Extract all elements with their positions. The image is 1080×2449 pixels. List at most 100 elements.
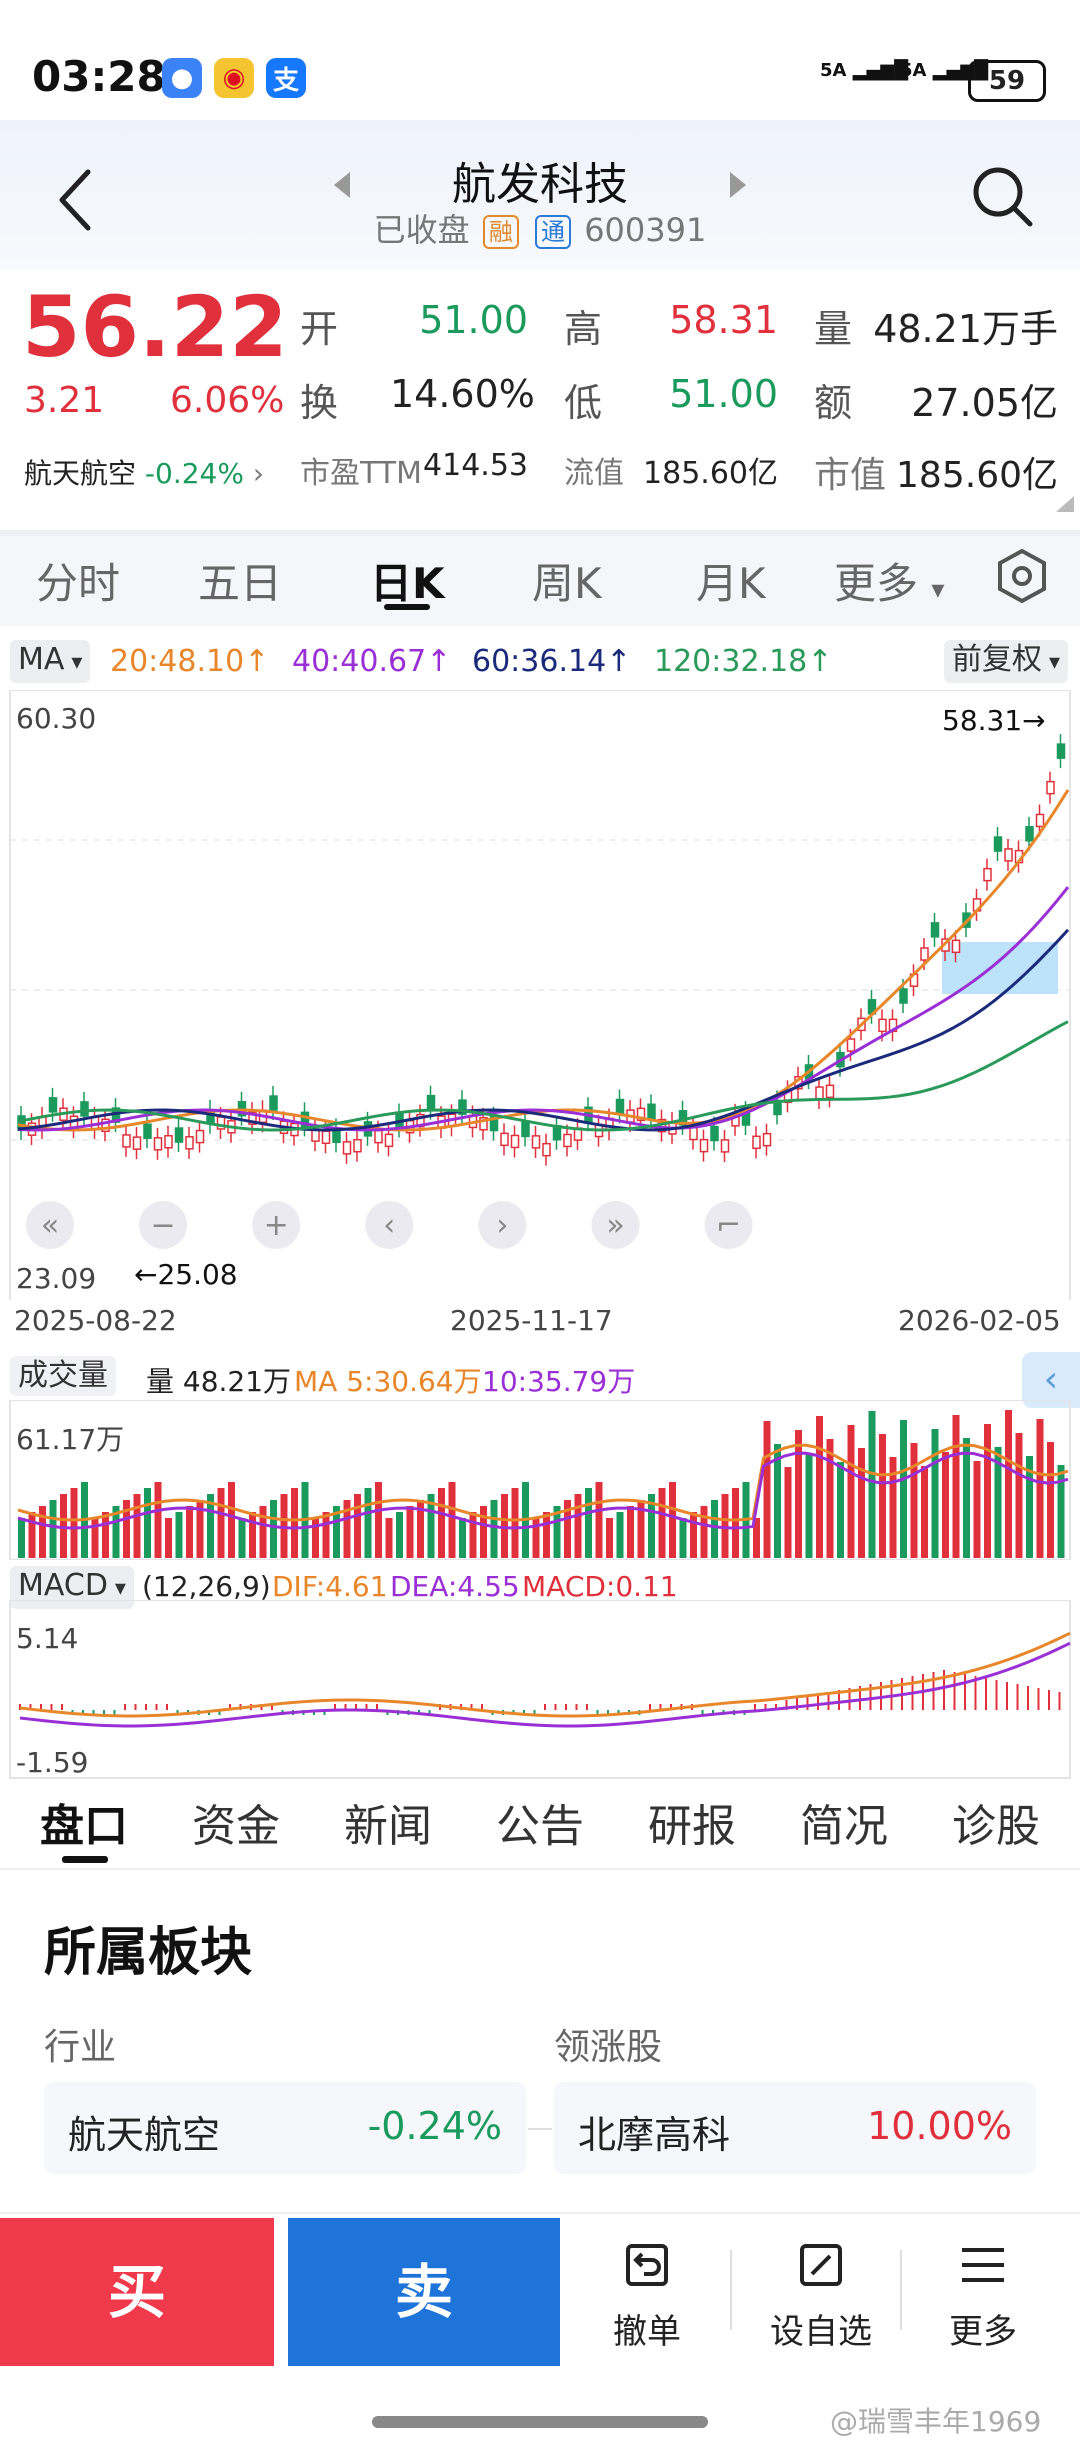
chart-frame xyxy=(9,690,1071,1300)
volume-max-label: 61.17万 xyxy=(16,1423,125,1456)
macd-frame xyxy=(9,1600,1071,1779)
home-indicator[interactable] xyxy=(372,2416,708,2428)
macd-params: (12,26,9) xyxy=(142,1570,271,1603)
kline-chart[interactable]: « − + ‹ › » ⌐ xyxy=(0,690,1080,1300)
search-icon[interactable] xyxy=(970,164,1036,230)
volume-bar xyxy=(543,1512,550,1558)
macd-selector[interactable]: MACD ▾ xyxy=(10,1566,134,1609)
candle xyxy=(1056,743,1066,759)
tab-handicap[interactable]: 盘口 xyxy=(40,1801,128,1852)
tab-monthly-k[interactable]: 月K xyxy=(696,559,766,608)
volume-bar xyxy=(322,1512,330,1558)
tab-diagnosis[interactable]: 诊股 xyxy=(952,1801,1040,1852)
volume-bar xyxy=(753,1518,760,1558)
volume-bar xyxy=(186,1506,193,1558)
volume-bar xyxy=(784,1467,792,1558)
ma120-line xyxy=(17,1020,1069,1132)
prev-stock-icon[interactable] xyxy=(332,170,352,200)
expand-corner-icon[interactable] xyxy=(1050,494,1076,514)
volume-bar xyxy=(49,1500,57,1558)
candle xyxy=(752,1135,761,1150)
tab-research[interactable]: 研报 xyxy=(648,1801,736,1852)
chart-nav-icon: ‹ xyxy=(383,1208,395,1243)
industry-label: 行业 xyxy=(44,2027,117,2068)
chart-nav-icon: « xyxy=(41,1208,59,1243)
candle xyxy=(269,1095,278,1111)
volume-bar xyxy=(973,1461,981,1558)
candle xyxy=(143,1123,152,1139)
chart-nav-button xyxy=(591,1201,640,1249)
sell-button[interactable]: 卖 xyxy=(288,2218,560,2366)
sector-link[interactable]: 航天航空 -0.24% › xyxy=(24,452,264,492)
volume-bar xyxy=(879,1434,886,1558)
volume-bar xyxy=(721,1494,729,1558)
volume-bar xyxy=(606,1518,613,1558)
next-stock-icon[interactable] xyxy=(728,170,748,200)
volume-bar xyxy=(375,1482,382,1558)
industry-card[interactable]: 航天航空 -0.24% xyxy=(44,2082,526,2174)
pe-label: 市盈TTM xyxy=(300,456,423,491)
adjust-selector[interactable]: 前复权 ▾ xyxy=(944,640,1069,683)
candle xyxy=(122,1134,131,1148)
tab-news[interactable]: 新闻 xyxy=(344,1801,432,1852)
low-value: 51.00 xyxy=(669,372,778,416)
cap-value: 185.60亿 xyxy=(896,455,1058,496)
tab-intraday[interactable]: 分时 xyxy=(36,559,121,608)
volume-bar xyxy=(637,1500,645,1558)
macd-dif: DIF:4.61 xyxy=(272,1570,388,1603)
macd-chart[interactable] xyxy=(0,1600,1080,1780)
candle xyxy=(153,1137,163,1151)
back-arrow-icon[interactable] xyxy=(56,168,96,232)
candle xyxy=(563,1133,572,1148)
volume-bar xyxy=(196,1500,204,1558)
volume-bar xyxy=(18,1518,25,1558)
open-label: 开 xyxy=(300,307,339,351)
volume-bar xyxy=(469,1512,477,1558)
leader-pct: 10.00% xyxy=(867,2104,1012,2148)
settings-hex-icon[interactable] xyxy=(994,548,1050,604)
add-watchlist-button[interactable]: 设自选 xyxy=(746,2218,896,2366)
volume-bar xyxy=(112,1506,120,1558)
tab-five-day[interactable]: 五日 xyxy=(198,559,283,608)
volume-bar xyxy=(1036,1419,1044,1558)
price-change-pct: 6.06% xyxy=(170,380,285,421)
candle xyxy=(615,1098,625,1115)
collapse-panel-icon[interactable]: ‹ xyxy=(1022,1352,1080,1408)
volume-bar xyxy=(207,1494,214,1558)
volume-bar xyxy=(385,1518,393,1558)
alipay-app-icon: 支 xyxy=(266,58,306,98)
buy-button[interactable]: 买 xyxy=(0,2218,274,2366)
volume-bar xyxy=(427,1494,435,1558)
adjust-selector-label: 前复权 xyxy=(952,642,1042,677)
more-button[interactable]: 更多 xyxy=(908,2218,1058,2366)
chart-nav-icon: + xyxy=(264,1208,289,1243)
more-label: 更多 xyxy=(949,2312,1017,2352)
leader-card[interactable]: 北摩高科 10.00% xyxy=(554,2082,1036,2174)
candle xyxy=(374,1129,383,1144)
volume-chart[interactable] xyxy=(0,1400,1080,1560)
cancel-order-button[interactable]: 撤单 xyxy=(572,2218,722,2366)
ma-selector[interactable]: MA ▾ xyxy=(10,640,91,683)
chart-nav-icon: − xyxy=(151,1208,176,1243)
candle xyxy=(479,1117,488,1131)
open-value: 51.00 xyxy=(419,298,528,342)
volume-bar xyxy=(480,1506,487,1558)
chart-tabs-bar xyxy=(0,530,1080,626)
candle xyxy=(300,1111,310,1128)
volume-bar xyxy=(490,1500,498,1558)
volume-bar xyxy=(354,1494,361,1558)
x-label-mid: 2025-11-17 xyxy=(450,1304,613,1337)
leader-name: 北摩高科 xyxy=(578,2113,731,2157)
candle xyxy=(195,1129,205,1144)
tab-funds[interactable]: 资金 xyxy=(192,1801,280,1852)
tab-more[interactable]: 更多 ▾ xyxy=(834,550,944,611)
candle xyxy=(132,1136,142,1150)
volume-bar xyxy=(238,1518,246,1558)
tab-profile[interactable]: 简况 xyxy=(800,1801,888,1852)
tab-announcements[interactable]: 公告 xyxy=(496,1801,584,1852)
volume-selector[interactable]: 成交量 xyxy=(10,1356,116,1396)
volume-legend: 量 48.21万 xyxy=(146,1365,292,1398)
volume-bar xyxy=(963,1438,970,1558)
tab-daily-k[interactable]: 日K xyxy=(370,559,445,608)
tab-weekly-k[interactable]: 周K xyxy=(532,559,602,608)
